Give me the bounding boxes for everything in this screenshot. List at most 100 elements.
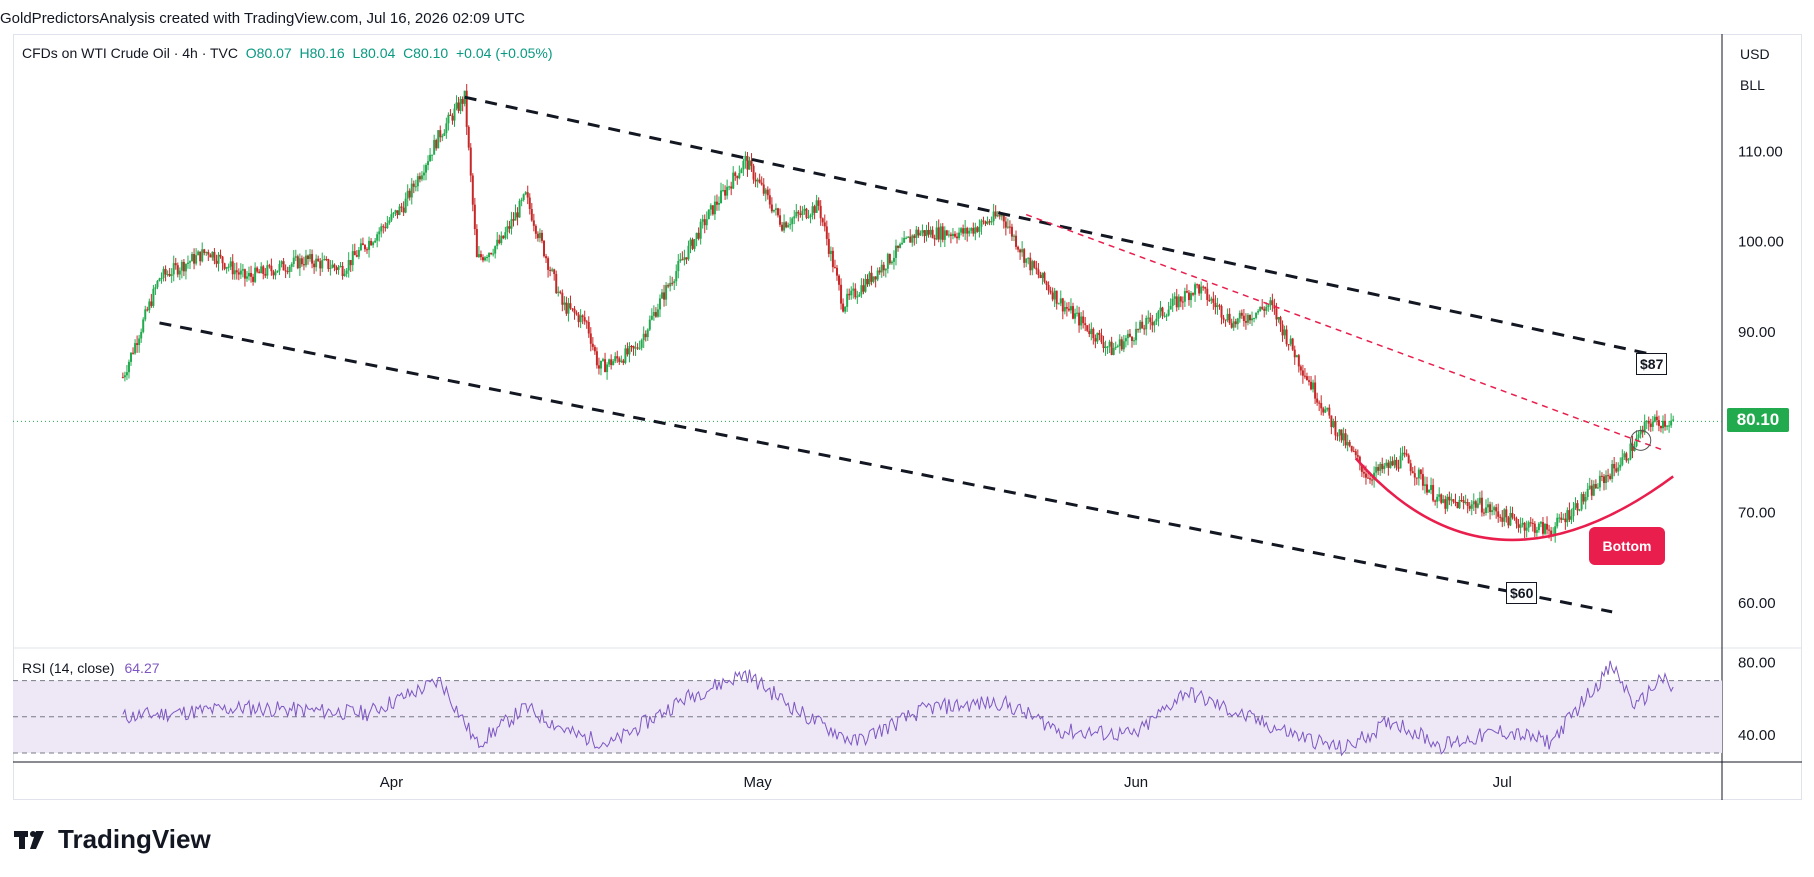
candle-body — [1187, 292, 1190, 301]
candle-body — [846, 293, 849, 307]
candle-body — [359, 243, 362, 251]
candle-body — [321, 260, 324, 269]
candle-body — [215, 260, 218, 264]
candle-body — [1204, 287, 1207, 289]
price-tick-label: 100.00 — [1738, 234, 1784, 251]
candle-body — [1049, 290, 1052, 293]
candle-body — [1409, 463, 1412, 472]
candle-body — [1047, 284, 1050, 291]
tradingview-brand: TradingView — [58, 824, 211, 854]
candle-body — [233, 270, 236, 275]
candle-body — [864, 278, 867, 292]
tradingview-logo[interactable]: TradingView — [14, 824, 211, 855]
candle-body — [467, 126, 470, 148]
candle-body — [225, 267, 228, 269]
candle-body — [331, 264, 334, 268]
candle-body — [235, 270, 238, 273]
candle-body — [693, 239, 696, 249]
candle-body — [587, 321, 590, 334]
candle-body — [479, 254, 482, 258]
candle-body — [1566, 510, 1569, 523]
candle-body — [368, 240, 371, 250]
candle-body — [1364, 473, 1367, 478]
candle-body — [1090, 328, 1093, 335]
candle-body — [1625, 453, 1628, 461]
candle-body — [1432, 485, 1435, 501]
candle-body — [1672, 419, 1675, 421]
candle-body — [1381, 463, 1384, 470]
candle-body — [1240, 312, 1243, 316]
candle-body — [441, 135, 444, 138]
candle-body — [665, 285, 668, 300]
candle-body — [1112, 347, 1115, 355]
candle-body — [835, 267, 838, 276]
candle-body — [195, 255, 198, 264]
candle-body — [888, 253, 891, 264]
candle-body — [988, 221, 991, 223]
candle-body — [508, 226, 511, 229]
candle-body — [581, 315, 584, 318]
candle-body — [182, 261, 185, 272]
candle-body — [1527, 522, 1530, 528]
currency-label[interactable]: USD — [1740, 46, 1770, 62]
candle-body — [1316, 398, 1319, 403]
candle-body — [176, 265, 179, 275]
candle-body — [1629, 443, 1632, 460]
candle-body — [1487, 504, 1490, 508]
candle-body — [661, 292, 664, 299]
candle-body — [1444, 499, 1447, 509]
time-tick-label: Apr — [380, 774, 403, 791]
time-tick-label: Jul — [1493, 774, 1512, 791]
candle-body — [1397, 467, 1400, 469]
candle-body — [972, 227, 975, 234]
candle-body — [909, 236, 912, 243]
candle-body — [715, 201, 718, 205]
candle-body — [1281, 324, 1284, 336]
rsi-legend: RSI (14, close) 64.27 — [22, 660, 160, 676]
candle-body — [1212, 298, 1215, 303]
candle-body — [339, 265, 342, 267]
candle-body — [486, 257, 489, 259]
candle-body — [604, 359, 607, 373]
candle-body — [130, 352, 133, 362]
rsi-tick-label: 80.00 — [1738, 654, 1776, 671]
candle-body — [941, 226, 944, 240]
candle-body — [599, 360, 602, 369]
candle-body — [565, 302, 568, 314]
candle-body — [1025, 258, 1028, 263]
candle-body — [774, 208, 777, 210]
candle-body — [1383, 465, 1386, 470]
candle-body — [266, 265, 269, 276]
candle-body — [610, 359, 613, 366]
candle-body — [140, 331, 143, 339]
candle-body — [1535, 530, 1538, 533]
candle-body — [512, 219, 515, 221]
candle-body — [1482, 512, 1485, 514]
candle-body — [1263, 308, 1266, 311]
price-tick-label: 110.00 — [1738, 143, 1783, 160]
candle-body — [772, 209, 775, 212]
candle-body — [437, 130, 440, 149]
candle-body — [1619, 464, 1622, 468]
candle-body — [1539, 522, 1542, 524]
candle-body — [1332, 420, 1335, 428]
candle-body — [123, 375, 126, 378]
candle-body — [1214, 302, 1217, 308]
candle-body — [500, 235, 503, 244]
candle-body — [866, 278, 869, 285]
target-low-tag: $60 — [1506, 582, 1538, 604]
candle-body — [742, 160, 745, 170]
candle-body — [976, 227, 979, 232]
candle-body — [1631, 443, 1634, 451]
candle-body — [945, 230, 948, 236]
candle-body — [982, 220, 985, 222]
candle-body — [496, 239, 499, 247]
unit-label[interactable]: BLL — [1740, 77, 1765, 93]
candle-body — [937, 227, 940, 240]
candle-body — [337, 266, 340, 271]
candle-body — [1354, 451, 1357, 456]
candle-body — [526, 192, 529, 198]
candle-body — [1584, 496, 1587, 502]
candle-body — [1228, 313, 1231, 324]
